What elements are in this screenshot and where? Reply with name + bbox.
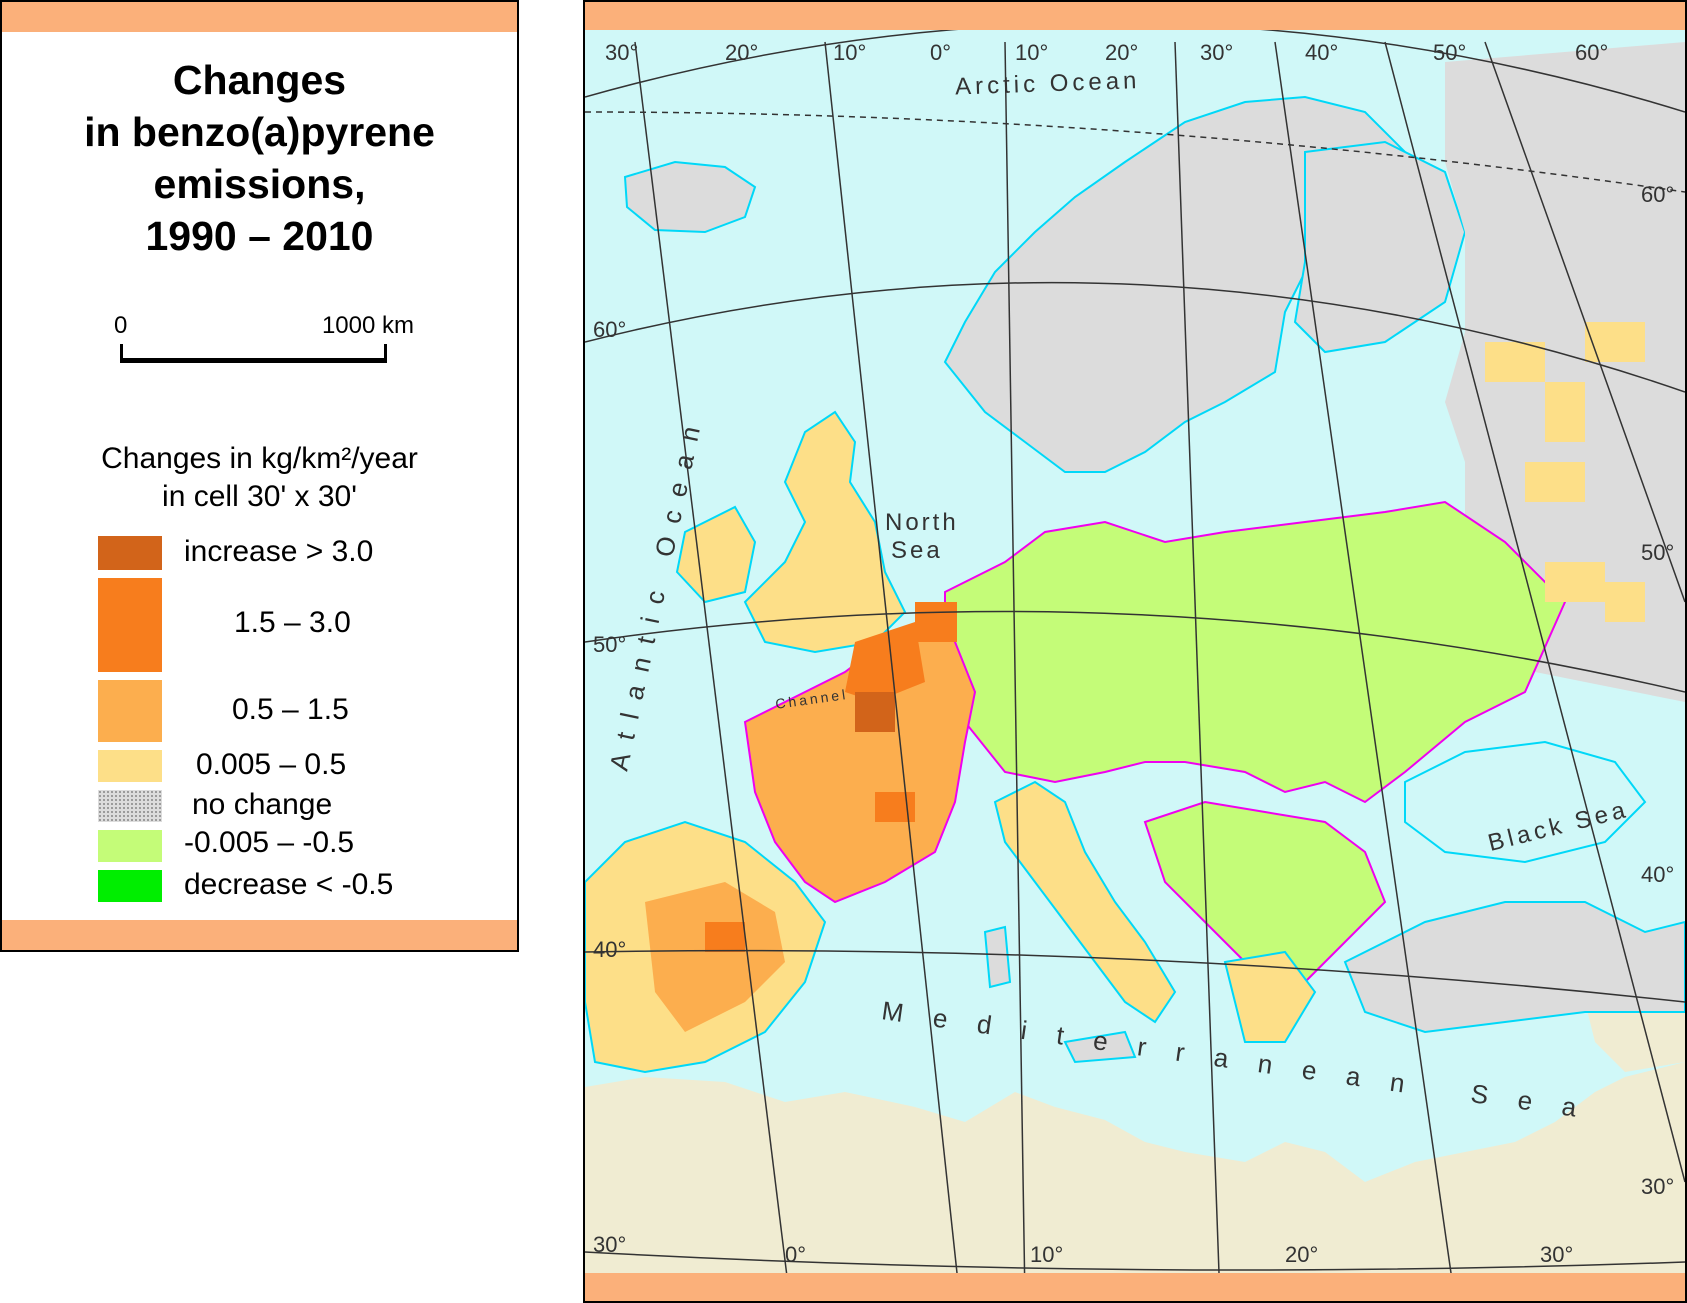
lon-label-top-5: 20° bbox=[1105, 40, 1138, 65]
scale-zero-label: 0 bbox=[114, 312, 128, 339]
legend-label-1-5-3: 1.5 – 3.0 bbox=[234, 606, 351, 639]
turkey bbox=[1343, 901, 1685, 1034]
italy bbox=[993, 780, 1177, 1024]
lat-label-left-2: 40° bbox=[593, 937, 626, 962]
legend-top-band bbox=[2, 2, 517, 32]
lon-label-top-6: 30° bbox=[1200, 40, 1233, 65]
lon-label-bottom-1: 10° bbox=[1030, 1242, 1063, 1267]
north-sea-label-1: North bbox=[885, 509, 959, 536]
bottom-longitude-labels: 0° 10° 20° 30° bbox=[785, 1242, 1573, 1267]
legend-swatch-0-5-1-5 bbox=[98, 680, 162, 742]
lon-label-bottom-3: 30° bbox=[1540, 1242, 1573, 1267]
benelux-hotspot bbox=[845, 622, 925, 702]
left-latitude-labels: 60° 50° 40° 30° bbox=[593, 317, 626, 1257]
legend-swatch-1-5-3 bbox=[98, 578, 162, 672]
lon-label-bottom-0: 0° bbox=[785, 1242, 806, 1267]
north-africa-land bbox=[585, 1062, 1685, 1301]
graticule bbox=[585, 22, 1685, 1301]
madrid-hotspot bbox=[705, 922, 745, 952]
legend-label-minus-0-005-0-5: -0.005 – -0.5 bbox=[184, 826, 355, 859]
right-latitude-labels: 60° 50° 40° 30° bbox=[1641, 182, 1674, 1199]
legend-label-no-change: no change bbox=[192, 788, 333, 821]
lon-label-top-0: 30° bbox=[605, 40, 638, 65]
lat-label-right-1: 50° bbox=[1641, 540, 1674, 565]
lon-label-top-3: 0° bbox=[930, 40, 951, 65]
lon-label-top-4: 10° bbox=[1015, 40, 1048, 65]
great-britain bbox=[743, 410, 907, 654]
map-bottom-band bbox=[585, 1273, 1685, 1301]
legend-label-0-5-1-5: 0.5 – 1.5 bbox=[232, 693, 349, 726]
lon-label-top-2: 10° bbox=[833, 40, 866, 65]
black-sea bbox=[1404, 740, 1647, 864]
legend-units: Changes in kg/km²/year in cell 30' x 30' bbox=[101, 442, 418, 513]
spain-orange bbox=[645, 882, 785, 1032]
europe-map: 30° 20° 10° 0° 10° 20° 30° 40° 50° 60° 0… bbox=[583, 0, 1687, 1303]
ireland bbox=[675, 505, 757, 604]
lon-label-top-1: 20° bbox=[725, 40, 758, 65]
lon-label-top-9: 60° bbox=[1575, 40, 1608, 65]
map-canvas: 30° 20° 10° 0° 10° 20° 30° 40° 50° 60° 0… bbox=[585, 22, 1685, 1301]
legend-swatch-decrease-lt-0-5 bbox=[98, 870, 162, 902]
lat-label-right-3: 30° bbox=[1641, 1174, 1674, 1199]
scale-line-double bbox=[120, 361, 387, 363]
scale-line bbox=[120, 344, 387, 361]
legend-panel: Changes in benzo(a)pyrene emissions, 199… bbox=[0, 0, 519, 952]
sicily bbox=[1063, 1030, 1137, 1064]
legend-swatch-0-005-0-5 bbox=[98, 750, 162, 782]
legend-label-decrease-lt-0-5: decrease < -0.5 bbox=[184, 868, 394, 901]
legend-bottom-band bbox=[2, 920, 517, 950]
top-longitude-labels: 30° 20° 10° 0° 10° 20° 30° 40° 50° 60° bbox=[605, 40, 1608, 65]
sardinia bbox=[983, 925, 1012, 989]
legend-label-0-005-0-5: 0.005 – 0.5 bbox=[196, 748, 347, 781]
balkans bbox=[1143, 800, 1387, 1004]
lat-label-left-3: 30° bbox=[593, 1232, 626, 1257]
iceland bbox=[623, 160, 757, 234]
lat-label-right-2: 40° bbox=[1641, 862, 1674, 887]
atlantic-ocean-label: Atlantic Ocean bbox=[604, 410, 709, 773]
lon-label-top-7: 40° bbox=[1305, 40, 1338, 65]
lat-label-left-1: 50° bbox=[593, 632, 626, 657]
lon-label-bottom-2: 20° bbox=[1285, 1242, 1318, 1267]
legend-swatch-no-change bbox=[98, 790, 162, 822]
legend-swatch-minus-0-005-0-5 bbox=[98, 830, 162, 862]
scale-max-label: 1000 km bbox=[321, 312, 414, 339]
legend-swatch-increase-gt-3 bbox=[98, 536, 162, 570]
russia-east bbox=[1445, 42, 1685, 702]
legend-label-increase-gt-3: increase > 3.0 bbox=[184, 535, 374, 568]
map-top-band bbox=[585, 2, 1685, 30]
legend-title: Changes in benzo(a)pyrene emissions, 199… bbox=[84, 57, 435, 259]
central-europe bbox=[944, 500, 1567, 804]
north-sea-label-2: Sea bbox=[891, 537, 943, 564]
lon-label-top-8: 50° bbox=[1433, 40, 1466, 65]
arctic-ocean-label: Arctic Ocean bbox=[955, 67, 1141, 100]
paris-hotspot bbox=[855, 692, 895, 732]
greece bbox=[1223, 950, 1317, 1043]
lat-label-left-0: 60° bbox=[593, 317, 626, 342]
netherlands-hotspot bbox=[915, 602, 957, 642]
scale-bar: 0 1000 km bbox=[114, 310, 414, 370]
lat-label-right-0: 60° bbox=[1641, 182, 1674, 207]
